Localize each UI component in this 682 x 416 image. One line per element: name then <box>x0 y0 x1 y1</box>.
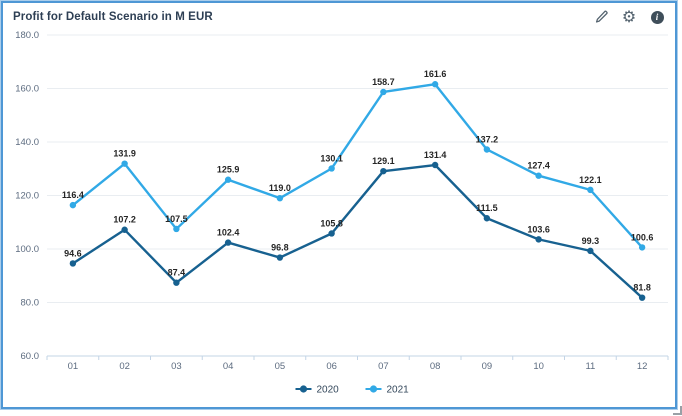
widget-title: Profit for Default Scenario in M EUR <box>13 11 213 23</box>
data-point-2020[interactable] <box>69 260 77 267</box>
y-axis-tick-label: 80.0 <box>21 298 40 309</box>
data-point-2021[interactable] <box>587 186 594 194</box>
data-point-2020[interactable] <box>121 226 128 233</box>
data-label: 81.8 <box>633 283 651 293</box>
data-label: 127.4 <box>527 161 550 171</box>
x-axis-tick-label: 06 <box>326 361 337 372</box>
widget-titlebar: Profit for Default Scenario in M EUR ⚙ i <box>3 3 675 29</box>
data-point-2020[interactable] <box>276 254 284 261</box>
data-point-2020[interactable] <box>328 230 335 237</box>
data-point-2021[interactable] <box>431 81 439 88</box>
data-label: 103.6 <box>527 224 550 234</box>
data-label: 125.9 <box>217 165 240 175</box>
data-label: 94.6 <box>64 248 82 258</box>
info-icon[interactable]: i <box>649 9 665 25</box>
y-axis-tick-label: 120.0 <box>15 191 39 202</box>
data-point-2020[interactable] <box>431 161 439 169</box>
data-point-2021[interactable] <box>173 225 180 233</box>
legend-label-2021[interactable]: 2021 <box>387 385 410 396</box>
y-axis-tick-label: 100.0 <box>15 244 39 255</box>
x-axis-tick-label: 03 <box>171 361 182 372</box>
data-label: 107.5 <box>165 214 188 224</box>
data-point-2020[interactable] <box>587 247 594 255</box>
data-label: 100.6 <box>631 232 654 242</box>
x-axis-tick-label: 08 <box>430 361 441 372</box>
edit-icon[interactable] <box>593 9 609 25</box>
data-label: 119.0 <box>269 183 291 193</box>
data-point-2020[interactable] <box>380 167 387 175</box>
x-axis-tick-label: 12 <box>637 361 648 372</box>
y-axis-tick-label: 60.0 <box>21 351 40 362</box>
x-axis-tick-label: 05 <box>275 361 286 372</box>
data-label: 99.3 <box>582 236 600 246</box>
data-point-2020[interactable] <box>173 279 180 286</box>
y-axis-tick-label: 180.0 <box>15 30 39 41</box>
data-label: 137.2 <box>476 134 499 144</box>
widget-toolbar: ⚙ i <box>593 9 665 25</box>
data-point-2020[interactable] <box>224 239 232 246</box>
legend-label-2020[interactable]: 2020 <box>317 385 340 396</box>
legend-marker-dot-2021[interactable] <box>369 385 378 393</box>
data-point-2020[interactable] <box>535 236 542 243</box>
data-label: 122.1 <box>579 175 602 185</box>
x-axis-tick-label: 11 <box>585 361 595 372</box>
series-line-2020[interactable] <box>71 163 644 299</box>
chart-svg: 180.0 160.0 140.0 120.0 100.0 80.0 60.0 01 02 03 0… <box>15 30 669 396</box>
x-axis-tick-label: 01 <box>68 361 79 372</box>
data-label: 129.1 <box>372 156 395 166</box>
data-label: 161.6 <box>424 69 447 79</box>
data-label: 102.4 <box>217 228 240 238</box>
data-label: 158.7 <box>372 77 395 87</box>
data-label: 131.4 <box>424 150 447 160</box>
data-label: 105.8 <box>320 218 343 228</box>
data-point-2021[interactable] <box>483 146 491 153</box>
y-axis-tick-label: 140.0 <box>15 137 39 148</box>
settings-icon[interactable]: ⚙ <box>621 7 637 26</box>
data-label: 107.2 <box>113 215 136 225</box>
series-line-2021[interactable] <box>71 83 644 249</box>
data-label: 87.4 <box>168 268 186 278</box>
data-point-2021[interactable] <box>69 201 77 209</box>
y-axis-tick-label: 160.0 <box>15 84 39 95</box>
data-point-2021[interactable] <box>535 172 542 179</box>
x-axis-tick-label: 10 <box>533 361 544 372</box>
data-point-2020[interactable] <box>638 294 646 301</box>
data-point-2021[interactable] <box>380 88 387 96</box>
data-label: 130.1 <box>320 153 343 163</box>
resize-handle[interactable] <box>673 406 682 415</box>
legend-marker-dot-2020[interactable] <box>299 385 308 393</box>
x-axis-tick-label: 04 <box>223 361 234 372</box>
data-label: 111.5 <box>476 203 498 213</box>
data-label: 131.9 <box>113 149 136 159</box>
data-point-2020[interactable] <box>483 215 491 222</box>
data-label: 116.4 <box>62 190 84 200</box>
data-point-2021[interactable] <box>276 194 284 202</box>
data-point-2021[interactable] <box>328 165 335 172</box>
x-axis-tick-label: 07 <box>378 361 389 372</box>
data-label: 96.8 <box>271 243 289 253</box>
data-point-2021[interactable] <box>224 176 232 183</box>
data-point-2021[interactable] <box>121 160 128 167</box>
data-point-2021[interactable] <box>638 244 646 251</box>
x-axis-tick-label: 02 <box>119 361 130 372</box>
chart-widget: Profit for Default Scenario in M EUR ⚙ i… <box>1 1 677 409</box>
x-axis-tick-label: 09 <box>482 361 493 372</box>
